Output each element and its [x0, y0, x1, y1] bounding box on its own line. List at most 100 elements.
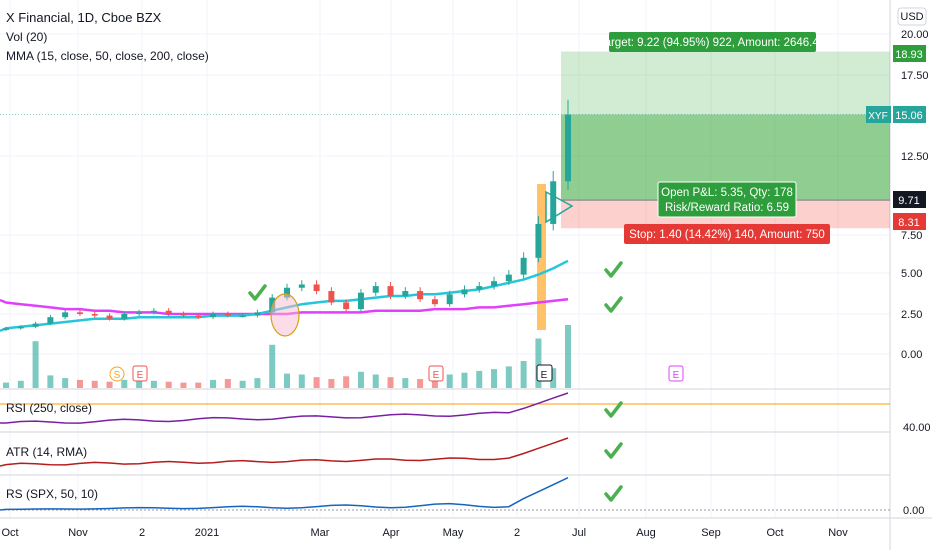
time-tick-label: Mar: [311, 527, 330, 539]
volume-bar: [343, 376, 350, 388]
volume-bar: [32, 341, 39, 388]
candle-body: [224, 314, 231, 316]
candle-body: [431, 299, 438, 305]
volume-bar: [239, 380, 246, 388]
svg-text:18.93: 18.93: [895, 49, 923, 61]
svg-text:15.06: 15.06: [895, 110, 923, 122]
candle-body: [565, 114, 571, 182]
candle-body: [343, 302, 350, 310]
earnings-marker[interactable]: E: [536, 364, 553, 382]
currency-button[interactable]: [897, 7, 927, 26]
last-price-tag: 15.06: [893, 106, 926, 123]
target-label[interactable]: Target: 9.22 (94.95%) 922, Amount: 2646.…: [599, 32, 825, 52]
currency-label: USD: [900, 11, 923, 23]
volume-bar: [91, 380, 98, 388]
volume-bar: [195, 382, 202, 388]
circle-highlight-icon: [270, 293, 300, 337]
volume-bar: [535, 338, 542, 388]
volume-bar: [550, 368, 557, 388]
volume-bar: [269, 344, 276, 388]
volume-bar: [136, 377, 143, 388]
candle-body: [47, 317, 54, 324]
volume-bar: [476, 370, 483, 388]
svg-text:9.71: 9.71: [898, 195, 919, 207]
candle-body: [284, 287, 290, 298]
candle-body: [387, 286, 394, 296]
candle-body: [328, 291, 335, 303]
price-tick-label: 0.00: [901, 349, 922, 361]
earnings-marker[interactable]: E: [668, 365, 684, 382]
candle-body: [446, 294, 453, 305]
time-tick-label: Sep: [701, 527, 721, 539]
time-tick-label: Aug: [636, 527, 656, 539]
target-price-tag: 18.93: [893, 45, 926, 62]
volume-bar: [106, 381, 113, 388]
svg-text:E: E: [673, 370, 680, 381]
candle-body: [106, 315, 113, 319]
pnl-label[interactable]: Open P&L: 5.35, Qty: 178 Risk/Reward Rat…: [657, 181, 797, 218]
candle-body: [180, 314, 187, 316]
price-tick-label: 17.50: [901, 70, 929, 82]
time-tick-label: Nov: [68, 527, 88, 539]
svg-text:8.31: 8.31: [898, 217, 919, 229]
volume-bar: [62, 378, 69, 388]
time-tick-label: Jul: [572, 527, 586, 539]
study-mma-label[interactable]: MMA (15, close, 50, close, 200, close): [6, 49, 209, 63]
volume-bar: [505, 366, 512, 388]
candle-body: [136, 312, 143, 314]
checkmark-icon: [604, 261, 623, 278]
candle-body: [150, 310, 157, 313]
symbol-tag[interactable]: XYF: [866, 106, 891, 123]
volume-bar: [165, 381, 172, 388]
candle-body: [3, 328, 9, 330]
rs-label[interactable]: RS (SPX, 50, 10): [6, 487, 98, 501]
rsi-label[interactable]: RSI (250, close): [6, 401, 92, 415]
rsi-axis-tick: 40.00: [903, 422, 931, 434]
study-vol-label[interactable]: Vol (20): [6, 30, 47, 44]
checkmark-icon: [604, 401, 623, 418]
entry-price-tag: 9.71: [893, 191, 926, 208]
svg-text:Stop: 1.40 (14.42%) 140, Amoun: Stop: 1.40 (14.42%) 140, Amount: 750: [629, 229, 825, 241]
volume-bar: [357, 371, 364, 388]
time-tick-label: 2: [514, 527, 520, 539]
candle-body: [491, 281, 498, 287]
earnings-marker[interactable]: E: [132, 365, 148, 382]
candle-body: [372, 286, 379, 293]
volume-bar: [17, 380, 24, 388]
volume-bar: [491, 369, 498, 388]
candle-body: [239, 315, 246, 318]
candle-body: [505, 274, 512, 282]
candle-body: [195, 315, 202, 318]
time-tick-label: Nov: [828, 527, 848, 539]
atr-label[interactable]: ATR (14, RMA): [6, 445, 87, 459]
split-marker[interactable]: S: [109, 366, 125, 382]
svg-text:Risk/Reward Ratio: 6.59: Risk/Reward Ratio: 6.59: [665, 202, 789, 214]
chart-title: X Financial, 1D, Cboe BZX: [6, 10, 162, 25]
stop-label[interactable]: Stop: 1.40 (14.42%) 140, Amount: 750: [624, 224, 830, 244]
rs-axis-tick: 0.00: [903, 505, 924, 517]
candle-body: [535, 223, 542, 258]
candle-body: [17, 326, 24, 329]
time-tick-label: Oct: [1, 527, 18, 539]
candle-body: [417, 291, 424, 300]
checkmark-icon: [604, 442, 623, 459]
volume-bar: [387, 377, 394, 388]
svg-text:XYF: XYF: [868, 111, 887, 122]
candle-body: [32, 323, 39, 327]
candle-body: [520, 257, 527, 275]
svg-text:E: E: [137, 370, 144, 381]
volume-bar: [372, 374, 379, 388]
candle-body: [76, 312, 83, 314]
rs-line: [0, 477, 569, 511]
candle-body: [254, 312, 261, 316]
price-tick-label: 7.50: [901, 230, 922, 242]
time-tick-label: Oct: [766, 527, 783, 539]
volume-bar: [180, 382, 187, 388]
earnings-marker[interactable]: E: [428, 365, 444, 382]
time-tick-label: May: [443, 527, 464, 539]
volume-bar: [298, 374, 305, 388]
candle-body: [461, 289, 468, 295]
candle-body: [210, 314, 217, 318]
volume-bar: [565, 325, 571, 388]
